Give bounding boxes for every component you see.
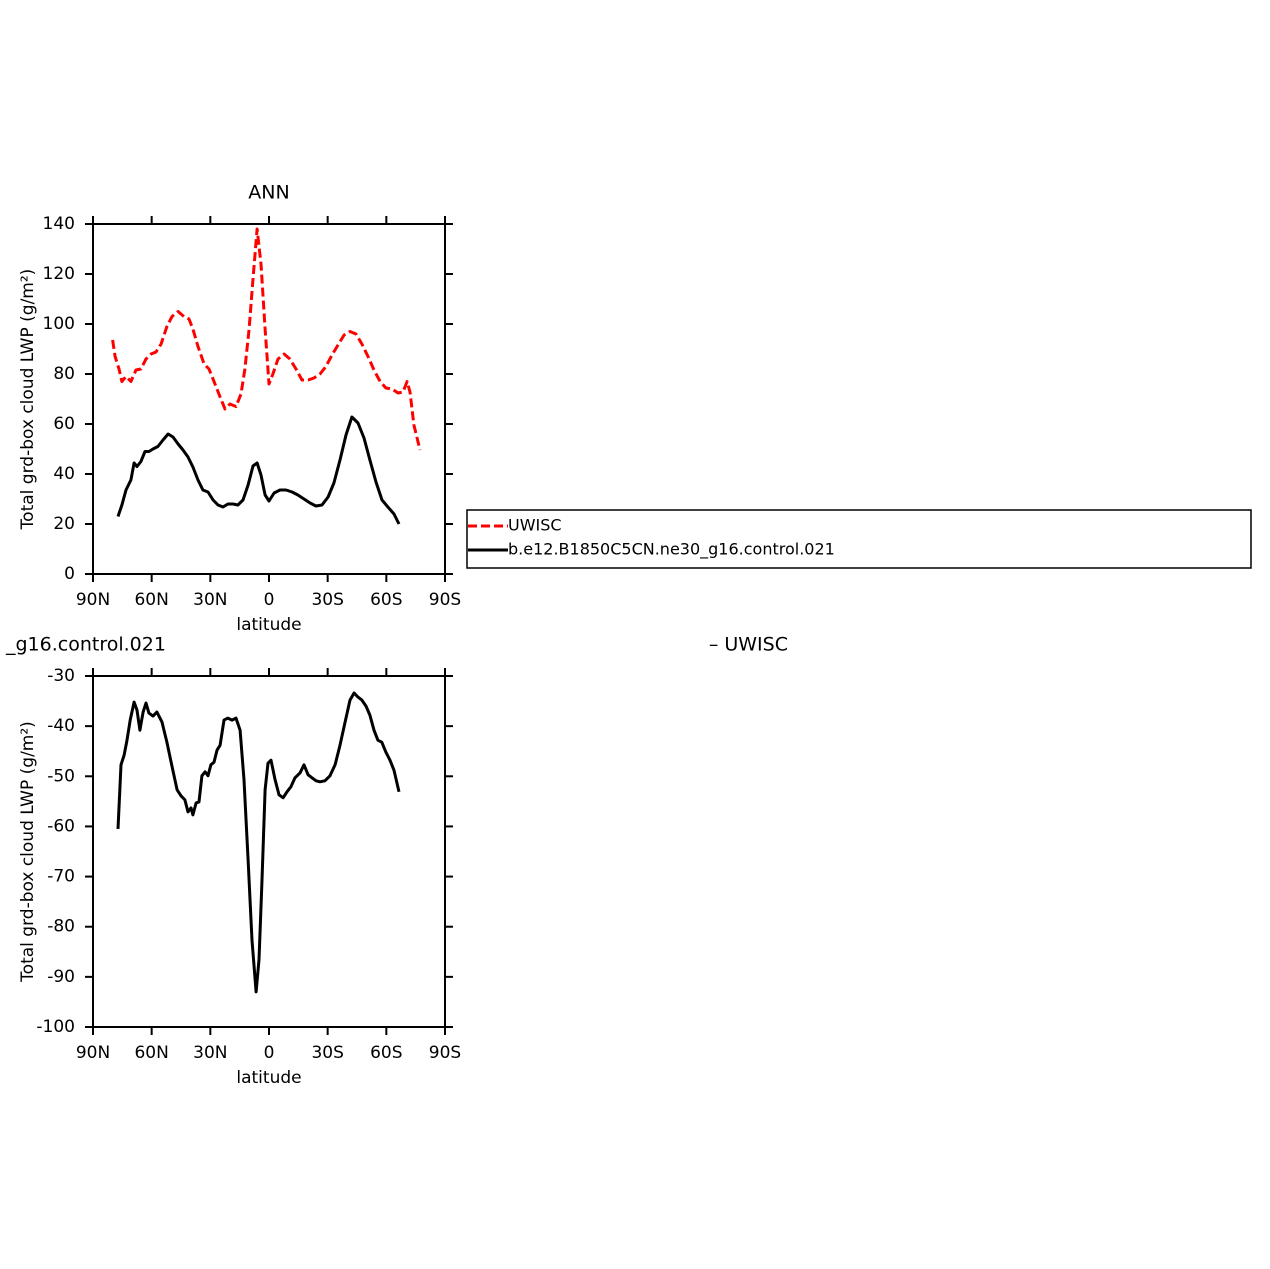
x-tick-label: 90N bbox=[76, 590, 110, 610]
y-tick-label: -50 bbox=[47, 766, 75, 786]
x-axis-label: latitude bbox=[236, 1068, 301, 1088]
y-tick-label: -90 bbox=[47, 967, 75, 987]
y-tick-label: -100 bbox=[36, 1017, 75, 1037]
x-tick-label: 30N bbox=[193, 1043, 227, 1063]
right-title: – UWISC bbox=[709, 634, 788, 656]
x-tick-label: 60S bbox=[370, 1043, 402, 1063]
y-tick-label: 60 bbox=[53, 414, 75, 434]
x-tick-label: 90N bbox=[76, 1043, 110, 1063]
y-axis-label: Total grd-box cloud LWP (g/m²) bbox=[18, 721, 38, 983]
legend-label: b.e12.B1850C5CN.ne30_g16.control.021 bbox=[508, 540, 835, 560]
y-tick-label: 0 bbox=[64, 564, 75, 584]
legend-box bbox=[466, 509, 1252, 569]
x-axis-label: latitude bbox=[236, 615, 301, 635]
legend-label: UWISC bbox=[508, 516, 562, 535]
x-tick-label: 60N bbox=[134, 1043, 168, 1063]
x-tick-label: 90S bbox=[429, 590, 461, 610]
y-tick-label: 80 bbox=[53, 364, 75, 384]
data-line bbox=[111, 227, 422, 451]
y-tick-label: 120 bbox=[43, 264, 75, 284]
left-title: _g16.control.021 bbox=[5, 634, 166, 656]
x-tick-label: 60N bbox=[134, 590, 168, 610]
x-tick-label: 30S bbox=[311, 1043, 343, 1063]
y-axis-label: Total grd-box cloud LWP (g/m²) bbox=[18, 269, 38, 531]
chart-title: ANN bbox=[248, 182, 289, 204]
plot-frame bbox=[92, 675, 446, 1028]
y-tick-label: 100 bbox=[43, 314, 75, 334]
y-tick-label: -60 bbox=[47, 816, 75, 836]
x-tick-label: 90S bbox=[429, 1043, 461, 1063]
y-tick-label: -30 bbox=[47, 666, 75, 686]
y-tick-label: -80 bbox=[47, 917, 75, 937]
y-tick-label: 20 bbox=[53, 514, 75, 534]
x-tick-label: 0 bbox=[264, 590, 275, 610]
x-tick-label: 60S bbox=[370, 590, 402, 610]
y-tick-label: 140 bbox=[43, 214, 75, 234]
y-tick-label: -40 bbox=[47, 716, 75, 736]
plot-frame bbox=[92, 223, 446, 575]
y-tick-label: -70 bbox=[47, 867, 75, 887]
x-tick-label: 0 bbox=[264, 1043, 275, 1063]
x-tick-label: 30N bbox=[193, 590, 227, 610]
data-line bbox=[116, 691, 401, 994]
y-tick-label: 40 bbox=[53, 464, 75, 484]
data-line bbox=[116, 415, 401, 525]
x-tick-label: 30S bbox=[311, 590, 343, 610]
